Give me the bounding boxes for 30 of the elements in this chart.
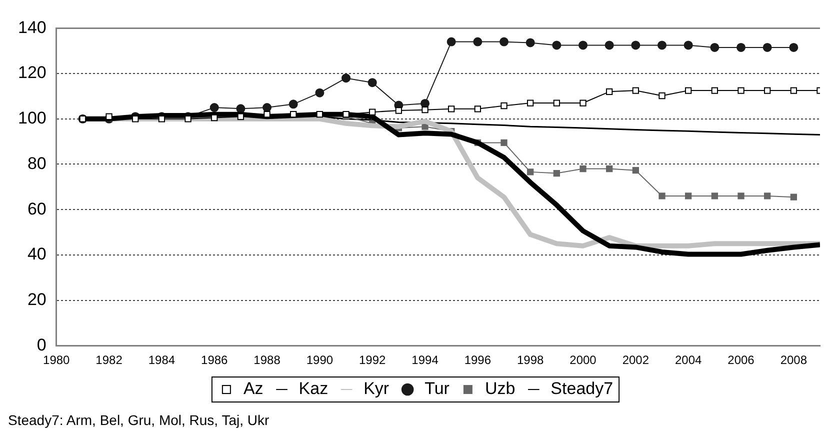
x-tick-label: 2008: [780, 353, 808, 368]
x-tick-label: 1994: [412, 353, 439, 368]
y-tick-label: 20: [27, 290, 46, 309]
x-tick-label: 1998: [516, 353, 544, 368]
legend-label: Kaz: [298, 379, 328, 398]
x-tick-label: 1982: [96, 353, 123, 368]
x-tick-label: 2000: [570, 353, 597, 368]
y-tick-label: 140: [18, 18, 46, 37]
legend-label: Tur: [424, 379, 450, 398]
x-tick-label: 2002: [622, 353, 650, 368]
legend-label: Steady7: [550, 379, 614, 398]
y-tick-label: 100: [18, 108, 46, 128]
x-tick-label: 1984: [148, 353, 176, 368]
x-tick-label: 2004: [674, 353, 702, 368]
y-tick-label: 80: [27, 154, 46, 173]
x-tick-label: 1988: [254, 353, 281, 368]
x-tick-label: 1980: [43, 353, 70, 368]
legend-label: Az: [243, 379, 264, 398]
legend-label: Kyr: [364, 379, 390, 398]
x-tick-label: 1986: [201, 353, 228, 368]
x-tick-label: 1992: [359, 353, 386, 368]
y-tick-label: 120: [18, 63, 46, 82]
x-tick-label: 2006: [728, 353, 755, 368]
y-tick-label: 40: [27, 244, 46, 264]
y-tick-label: 0: [36, 335, 46, 354]
legend-label: Uzb: [484, 379, 516, 398]
x-tick-label: 1990: [306, 353, 334, 368]
text: Steady7: Arm, Bel, Gru, Mol, Rus, Taj, Ukr: [8, 412, 270, 428]
y-tick-label: 60: [27, 199, 46, 218]
x-tick-label: 1996: [464, 353, 492, 368]
